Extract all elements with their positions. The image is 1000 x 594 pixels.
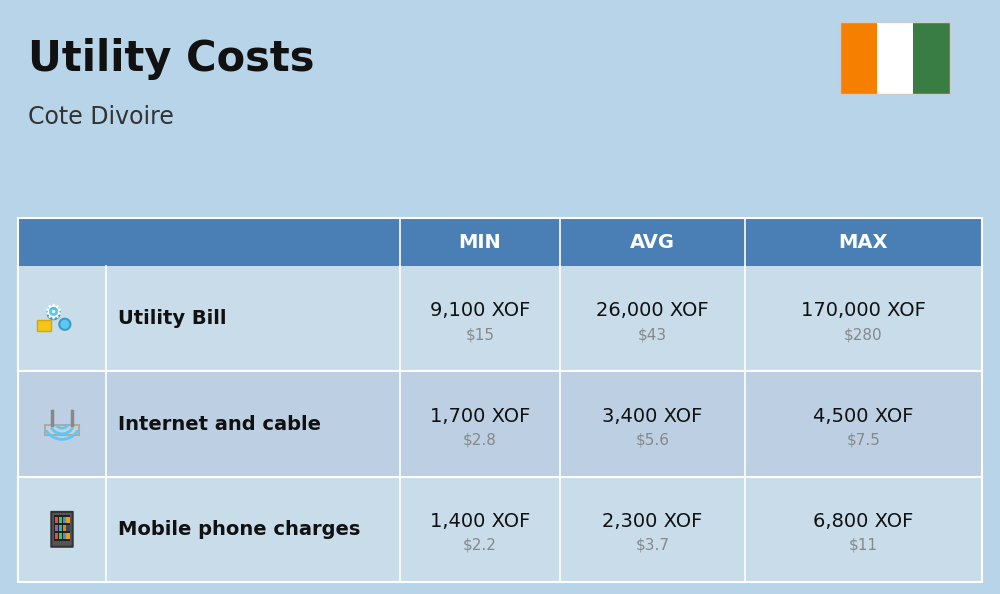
Bar <box>18 266 982 371</box>
Text: $2.2: $2.2 <box>463 538 497 553</box>
Text: Utility Bill: Utility Bill <box>118 309 226 328</box>
Bar <box>55 525 58 531</box>
Text: Mobile phone charges: Mobile phone charges <box>118 520 360 539</box>
Text: Internet and cable: Internet and cable <box>118 415 321 434</box>
Text: $15: $15 <box>466 327 494 342</box>
Bar <box>18 371 982 476</box>
Bar <box>55 533 58 539</box>
Text: Cote Divoire: Cote Divoire <box>28 105 174 129</box>
Bar <box>59 533 62 539</box>
Text: 3,400 XOF: 3,400 XOF <box>602 406 703 425</box>
Text: AVG: AVG <box>630 232 675 251</box>
Bar <box>18 218 982 266</box>
Bar <box>66 525 70 531</box>
Bar <box>66 517 70 523</box>
FancyBboxPatch shape <box>51 512 73 546</box>
Text: MAX: MAX <box>839 232 888 251</box>
Circle shape <box>47 307 60 319</box>
Bar <box>45 425 79 435</box>
Bar <box>913 22 950 94</box>
Text: 1,700 XOF: 1,700 XOF <box>430 406 530 425</box>
Text: 170,000 XOF: 170,000 XOF <box>801 301 926 320</box>
Circle shape <box>59 318 70 330</box>
Text: $280: $280 <box>844 327 883 342</box>
Bar <box>18 476 982 582</box>
Bar <box>66 533 70 539</box>
Bar <box>840 22 877 94</box>
Bar <box>877 22 913 94</box>
Text: $5.6: $5.6 <box>636 432 670 447</box>
Bar <box>37 320 51 331</box>
Text: 1,400 XOF: 1,400 XOF <box>430 512 530 531</box>
Bar <box>54 516 70 541</box>
Bar <box>63 533 66 539</box>
Text: 4,500 XOF: 4,500 XOF <box>813 406 914 425</box>
Text: MIN: MIN <box>459 232 501 251</box>
Bar <box>18 218 982 582</box>
Text: 6,800 XOF: 6,800 XOF <box>813 512 914 531</box>
Text: $11: $11 <box>849 538 878 553</box>
Text: Utility Costs: Utility Costs <box>28 38 314 80</box>
Bar <box>59 525 62 531</box>
Text: $2.8: $2.8 <box>463 432 497 447</box>
Bar <box>55 517 58 523</box>
Text: $3.7: $3.7 <box>636 538 670 553</box>
Text: 2,300 XOF: 2,300 XOF <box>602 512 703 531</box>
Bar <box>840 22 950 94</box>
Text: ⚙: ⚙ <box>44 303 63 323</box>
Bar <box>59 517 62 523</box>
Bar <box>63 517 66 523</box>
Text: 26,000 XOF: 26,000 XOF <box>596 301 709 320</box>
Bar <box>63 525 66 531</box>
Text: $43: $43 <box>638 327 667 342</box>
Text: 9,100 XOF: 9,100 XOF <box>430 301 530 320</box>
Text: $7.5: $7.5 <box>847 432 880 447</box>
